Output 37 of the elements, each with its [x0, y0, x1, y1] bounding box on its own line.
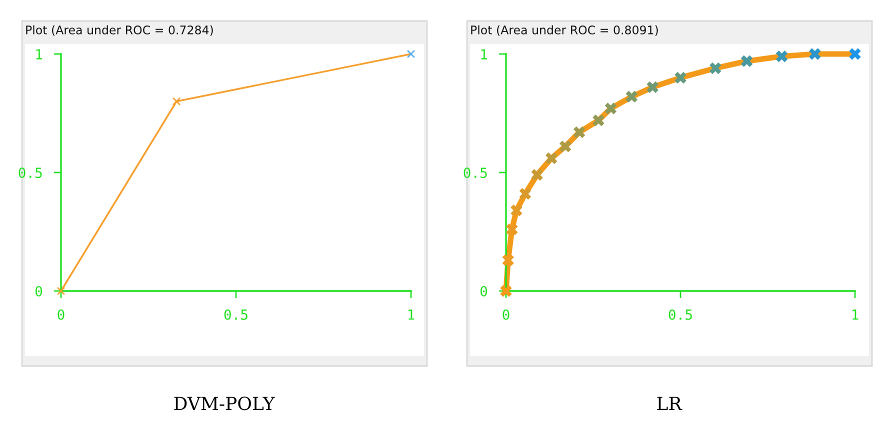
point: [572, 126, 586, 139]
point: [708, 62, 722, 75]
point: [510, 204, 523, 217]
point: [558, 140, 572, 153]
point: [646, 80, 660, 94]
point: [406, 50, 416, 58]
x-tick-label: 0.5: [224, 309, 248, 320]
point: [172, 97, 181, 106]
point: [625, 90, 638, 104]
point: [544, 152, 558, 165]
chart-title: Plot (Area under ROC = 0.7284): [26, 25, 213, 36]
point: [740, 54, 754, 68]
x-tick-label: 0.5: [668, 309, 692, 320]
x-tick-label: 1: [852, 310, 858, 320]
point: [592, 114, 605, 127]
x-tick-label: 0: [58, 309, 64, 320]
point: [56, 286, 66, 296]
y-tick-label: 0: [480, 286, 488, 297]
point: [518, 187, 532, 200]
point: [505, 222, 518, 236]
point: [808, 48, 822, 60]
text: LR: [657, 396, 682, 410]
chart-title: Plot (Area under ROC = 0.8091): [471, 25, 658, 36]
y-tick-label: 0: [35, 286, 42, 297]
text: DVM-POLY: [174, 396, 275, 410]
point: [848, 48, 862, 60]
y-tick-label: 1: [481, 49, 488, 60]
x-tick-label: 1: [408, 310, 414, 320]
x-tick-label: 0: [502, 309, 510, 320]
y-tick-label: 0.5: [18, 168, 42, 178]
point: [604, 102, 618, 115]
point: [775, 50, 788, 63]
y-tick-label: 1: [36, 49, 42, 60]
point: [502, 254, 515, 267]
y-tick-label: 0.5: [464, 168, 487, 178]
point: [674, 71, 687, 84]
point: [530, 168, 544, 182]
